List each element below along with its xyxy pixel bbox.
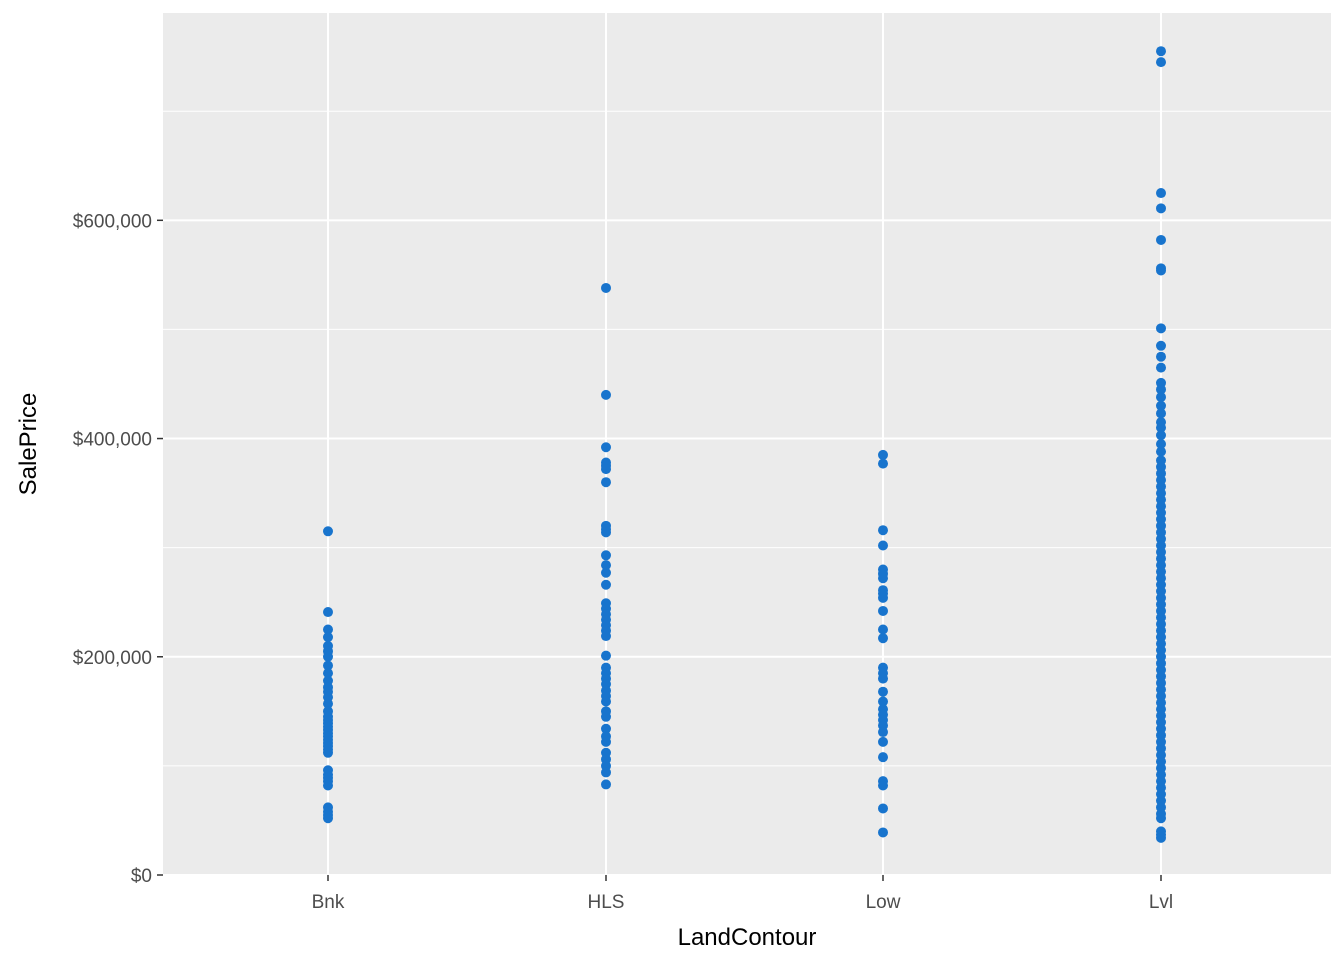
data-point-lvl xyxy=(1156,422,1166,433)
data-point-bnk xyxy=(323,747,333,758)
data-point-lvl xyxy=(1156,351,1166,362)
x-axis-title: LandContour xyxy=(678,924,817,951)
data-point-low xyxy=(878,827,888,838)
data-point-hls xyxy=(601,631,611,642)
data-point-lvl xyxy=(1156,234,1166,245)
data-point-lvl xyxy=(1156,813,1166,824)
y-axis: $0 $200,000 $400,000 $600,000 xyxy=(73,211,163,887)
data-point-low xyxy=(878,592,888,603)
data-point-bnk xyxy=(323,698,333,709)
data-point-lvl xyxy=(1156,340,1166,351)
x-axis: Bnk HLS Low Lvl xyxy=(312,875,1173,913)
data-point-bnk xyxy=(323,813,333,824)
data-point-hls xyxy=(601,711,611,722)
data-point-low xyxy=(878,624,888,635)
data-point-lvl xyxy=(1156,400,1166,411)
data-point-hls xyxy=(601,389,611,400)
data-point-low xyxy=(878,686,888,697)
data-point-lvl xyxy=(1156,57,1166,68)
data-point-hls xyxy=(601,560,611,571)
data-point-lvl xyxy=(1156,408,1166,419)
data-point-lvl xyxy=(1156,265,1166,276)
data-point-hls xyxy=(601,477,611,488)
data-point-hls xyxy=(601,527,611,538)
data-point-low xyxy=(878,458,888,469)
data-point-bnk xyxy=(323,607,333,618)
data-point-hls xyxy=(601,736,611,747)
data-point-lvl xyxy=(1156,362,1166,373)
data-point-low xyxy=(878,673,888,684)
data-point-low xyxy=(878,573,888,584)
y-tick-label: $600,000 xyxy=(73,211,152,232)
data-point-low xyxy=(878,525,888,536)
x-tick-label-hls: HLS xyxy=(588,892,625,913)
data-point-low xyxy=(878,633,888,644)
y-tick-label: $200,000 xyxy=(73,648,152,669)
data-point-lvl xyxy=(1156,323,1166,334)
data-point-lvl xyxy=(1156,188,1166,199)
data-point-hls xyxy=(601,767,611,778)
data-point-low xyxy=(878,696,888,707)
data-point-lvl xyxy=(1156,384,1166,395)
data-point-low xyxy=(878,540,888,551)
data-points xyxy=(323,46,1166,843)
data-point-low xyxy=(878,727,888,738)
y-tick-label: $400,000 xyxy=(73,430,152,451)
data-point-hls xyxy=(601,550,611,561)
data-point-bnk xyxy=(323,651,333,662)
data-point-lvl xyxy=(1156,430,1166,441)
data-point-lvl xyxy=(1156,203,1166,214)
data-point-hls xyxy=(601,567,611,578)
data-point-bnk xyxy=(323,660,333,671)
data-point-low xyxy=(878,736,888,747)
data-point-hls xyxy=(601,723,611,734)
plot-panel xyxy=(163,13,1331,875)
data-point-low xyxy=(878,752,888,763)
data-point-low xyxy=(878,803,888,814)
data-point-hls xyxy=(601,464,611,475)
y-tick-label: $0 xyxy=(131,866,152,887)
data-point-lvl xyxy=(1156,439,1166,449)
data-point-hls xyxy=(601,579,611,590)
data-point-lvl xyxy=(1156,446,1166,457)
data-point-hls xyxy=(601,282,611,293)
x-tick-label-bnk: Bnk xyxy=(312,892,345,913)
y-axis-title: SalePrice xyxy=(15,393,42,496)
data-point-hls xyxy=(601,696,611,707)
x-tick-label-low: Low xyxy=(866,892,901,913)
data-point-low xyxy=(878,780,888,791)
x-tick-label-lvl: Lvl xyxy=(1149,892,1173,913)
data-point-low xyxy=(878,605,888,616)
data-point-bnk xyxy=(323,624,333,635)
data-point-lvl xyxy=(1156,392,1166,403)
data-point-low xyxy=(878,449,888,460)
data-point-lvl xyxy=(1156,832,1166,843)
data-point-bnk xyxy=(323,668,333,679)
data-point-bnk xyxy=(323,780,333,791)
data-point-hls xyxy=(601,650,611,661)
data-point-bnk xyxy=(323,632,333,643)
data-point-hls xyxy=(601,779,611,790)
data-point-lvl xyxy=(1156,46,1166,57)
data-point-bnk xyxy=(323,526,333,537)
data-point-hls xyxy=(601,442,611,453)
